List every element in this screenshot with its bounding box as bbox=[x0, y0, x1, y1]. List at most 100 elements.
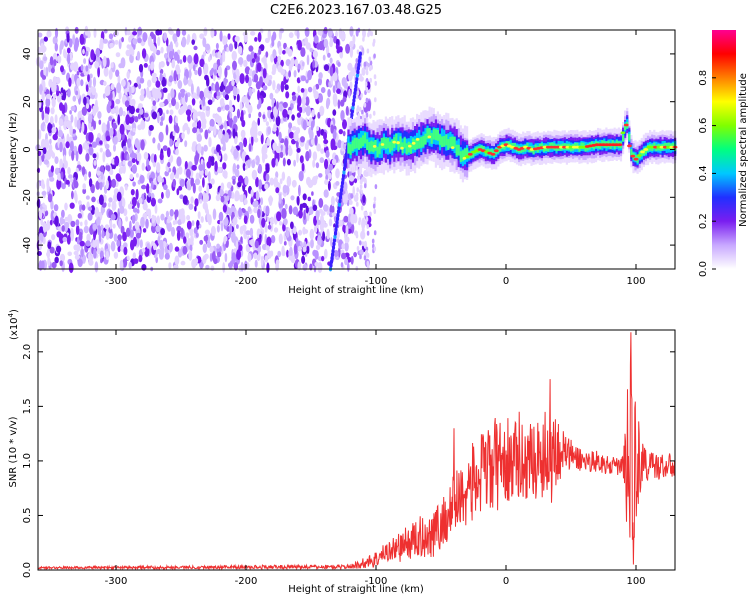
heatmap-cell bbox=[219, 30, 223, 42]
heatmap-cell bbox=[67, 214, 73, 225]
heatmap-cell bbox=[101, 207, 105, 213]
heatmap-cell bbox=[275, 171, 279, 179]
heatmap-cell bbox=[118, 63, 124, 69]
y-tick-label: 2.0 bbox=[22, 344, 33, 360]
heatmap-cell bbox=[113, 251, 119, 259]
heatmap-cell bbox=[159, 29, 163, 36]
heatmap-cell bbox=[128, 261, 132, 269]
heatmap-cell bbox=[138, 197, 143, 204]
heatmap-cell bbox=[163, 184, 168, 191]
heatmap-cell bbox=[183, 76, 187, 86]
heatmap-cell bbox=[155, 49, 161, 56]
heatmap-cell bbox=[85, 195, 90, 200]
heatmap-cell bbox=[445, 134, 448, 146]
heatmap-cell bbox=[300, 75, 306, 82]
heatmap-cell bbox=[228, 43, 234, 52]
heatmap-cell bbox=[220, 222, 224, 232]
heatmap-cell bbox=[227, 189, 232, 198]
heatmap-cell bbox=[272, 80, 276, 91]
heatmap-cell bbox=[195, 232, 199, 238]
heatmap-cell bbox=[296, 77, 301, 84]
heatmap-cell bbox=[157, 36, 161, 47]
heatmap-cell bbox=[72, 95, 77, 102]
heatmap-cell bbox=[226, 195, 230, 201]
heatmap-cell bbox=[88, 252, 91, 261]
heatmap-cell bbox=[159, 102, 165, 108]
heatmap-cell bbox=[188, 203, 194, 210]
heatmap-cell bbox=[251, 169, 258, 180]
heatmap-cell bbox=[127, 160, 133, 167]
heatmap-cell bbox=[210, 265, 215, 272]
heatmap-cell bbox=[41, 191, 47, 196]
heatmap-cell bbox=[122, 159, 126, 165]
heatmap-cell bbox=[105, 135, 111, 142]
heatmap-cell bbox=[217, 106, 222, 113]
heatmap-cell bbox=[271, 98, 275, 107]
heatmap-cell bbox=[114, 39, 119, 45]
heatmap-cell bbox=[620, 131, 626, 135]
heatmap-cell bbox=[223, 173, 228, 179]
heatmap-cell bbox=[143, 112, 149, 118]
heatmap-cell bbox=[200, 216, 204, 223]
heatmap-cell bbox=[364, 183, 367, 189]
heatmap-cell bbox=[64, 216, 68, 222]
heatmap-cell bbox=[118, 218, 122, 229]
heatmap-cell bbox=[132, 31, 138, 36]
heatmap-cell bbox=[68, 77, 72, 87]
heatmap-cell bbox=[340, 140, 345, 152]
heatmap-cell bbox=[331, 248, 335, 254]
heatmap-cell bbox=[161, 76, 167, 87]
heatmap-cell bbox=[178, 166, 183, 175]
heatmap-cell bbox=[231, 50, 237, 61]
heatmap-cell bbox=[349, 200, 353, 205]
heatmap-cell bbox=[173, 51, 179, 61]
heatmap-cell bbox=[330, 237, 333, 247]
heatmap-cell bbox=[307, 180, 314, 188]
heatmap-cell bbox=[323, 204, 329, 212]
heatmap-cell bbox=[85, 240, 91, 247]
x-tick-label: -200 bbox=[235, 576, 258, 587]
heatmap-cell bbox=[305, 42, 311, 50]
heatmap-cell bbox=[222, 52, 226, 63]
heatmap-cell bbox=[349, 26, 354, 37]
heatmap-cell bbox=[278, 193, 282, 205]
heatmap-cell bbox=[359, 249, 364, 256]
heatmap-cell bbox=[52, 36, 58, 45]
heatmap-cell bbox=[56, 178, 62, 190]
heatmap-cell bbox=[132, 127, 136, 133]
colorbar-label: Normalized spectral amplitude bbox=[738, 73, 749, 227]
heatmap-cell bbox=[304, 142, 309, 151]
heatmap-cell bbox=[140, 88, 145, 96]
heatmap-cell bbox=[380, 137, 383, 149]
heatmap-cell bbox=[117, 74, 121, 84]
heatmap-cell bbox=[181, 29, 187, 36]
heatmap-cell bbox=[180, 260, 186, 266]
heatmap-cell bbox=[48, 61, 52, 73]
heatmap-cell bbox=[285, 145, 289, 156]
heatmap-cell bbox=[317, 29, 323, 36]
heatmap-cell bbox=[628, 133, 631, 141]
heatmap-cell bbox=[363, 61, 367, 67]
heatmap-cell bbox=[325, 150, 330, 158]
heatmap-cell bbox=[112, 122, 118, 130]
heatmap-cell bbox=[176, 188, 180, 196]
heatmap-cell bbox=[226, 46, 230, 53]
heatmap-cell bbox=[322, 54, 326, 61]
heatmap-cell bbox=[107, 202, 111, 208]
heatmap-cell bbox=[102, 38, 108, 44]
heatmap-cell bbox=[141, 162, 145, 171]
heatmap-cell bbox=[555, 145, 561, 149]
heatmap-cell bbox=[233, 262, 239, 271]
heatmap-cell bbox=[167, 161, 171, 168]
colorbar: 0.0 0.2 0.4 0.6 0.8 Normalized spectral ampl… bbox=[698, 30, 749, 277]
heatmap-cell bbox=[139, 174, 145, 184]
heatmap-cell bbox=[110, 62, 114, 69]
heatmap-cell bbox=[389, 141, 392, 153]
heatmap-cell bbox=[240, 129, 246, 139]
heatmap-cell bbox=[150, 64, 154, 71]
heatmap-cell bbox=[290, 57, 295, 66]
heatmap-cell bbox=[275, 146, 282, 154]
heatmap-cell bbox=[192, 122, 198, 129]
heatmap-cell bbox=[171, 97, 176, 107]
heatmap-cell bbox=[117, 234, 122, 241]
